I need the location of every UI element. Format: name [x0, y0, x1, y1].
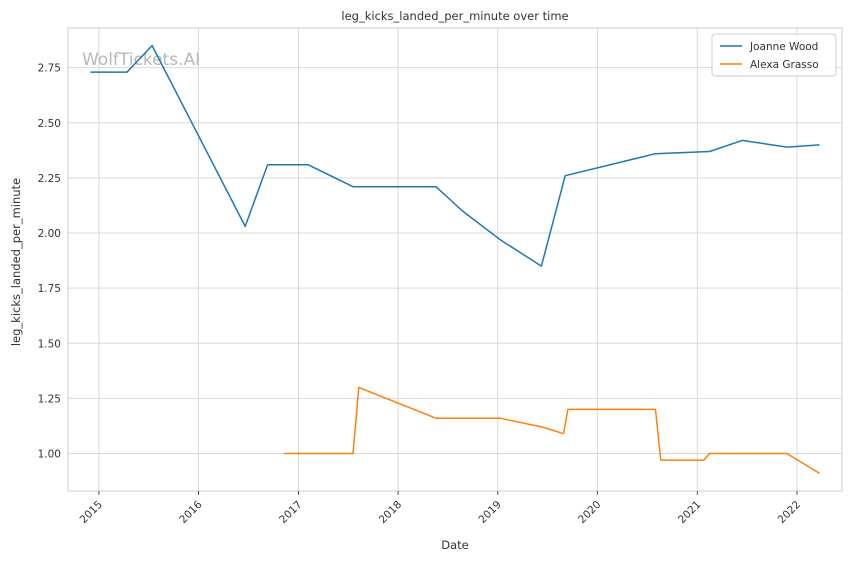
grid [68, 28, 842, 491]
legend-label: Alexa Grasso [750, 59, 819, 71]
y-tick-label: 2.25 [38, 173, 61, 185]
x-tick-label: 2017 [277, 499, 304, 526]
x-tick-label: 2016 [177, 498, 205, 526]
y-tick-label: 2.50 [38, 118, 61, 130]
y-tick-label: 2.75 [38, 63, 61, 75]
y-tick-label: 1.00 [38, 449, 61, 461]
y-tick-label: 1.50 [38, 338, 61, 350]
watermark: WolfTickets.AI [82, 50, 200, 70]
x-tick-label: 2018 [377, 499, 404, 526]
y-tick-label: 2.00 [38, 228, 61, 240]
x-axis-label: Date [441, 538, 469, 552]
x-tick-label: 2022 [776, 499, 803, 526]
plot-frame [67, 27, 843, 492]
y-axis-label: leg_kicks_landed_per_minute [9, 178, 23, 346]
series-line-alexa-grasso [284, 386, 820, 475]
chart-title: leg_kicks_landed_per_minute over time [341, 9, 568, 23]
x-tick-label: 2019 [476, 499, 503, 526]
x-tick-label: 2021 [676, 499, 703, 526]
x-tick-label: 2015 [78, 499, 105, 526]
x-tick-label: 2020 [576, 499, 603, 526]
y-axis-ticks: 1.00 1.25 1.50 1.75 2.00 2.25 2.50 2.75 [38, 63, 61, 461]
legend: Joanne Wood Alexa Grasso [711, 33, 837, 77]
y-tick-label: 1.25 [38, 393, 61, 405]
legend-box [711, 33, 837, 77]
x-axis-ticks: 2015 2016 2017 2018 2019 2020 2021 2022 [78, 491, 803, 526]
legend-label: Joanne Wood [749, 41, 818, 53]
series-line-joanne-wood [90, 44, 820, 267]
series-layer [90, 44, 820, 475]
y-tick-label: 1.75 [38, 283, 61, 295]
